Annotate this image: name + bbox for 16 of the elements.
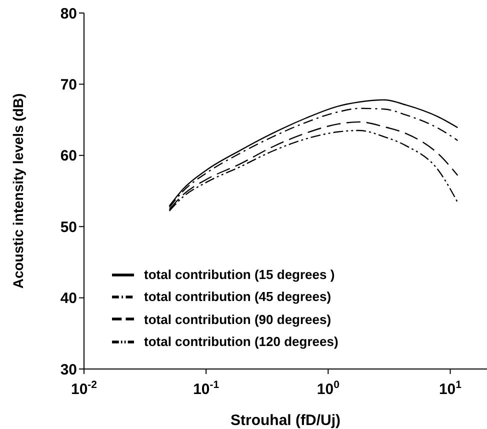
x-tick-label: 10$^{0}$ (316, 379, 340, 398)
x-tick-label: 10$^{1}$ (438, 379, 462, 398)
legend-label: total contribution (120 degrees) (144, 334, 338, 349)
legend-label: total contribution (90 degrees) (144, 312, 332, 327)
y-axis-title: Acoustic intensity levels (dB) (10, 93, 26, 289)
y-tick-label: 60 (60, 148, 77, 165)
legend-label: total contribution (15 degrees ) (144, 267, 335, 282)
y-tick-label: 70 (60, 76, 77, 94)
y-tick-label: 30 (60, 361, 77, 378)
x-tick-label: 10$^{-2}$ (70, 379, 98, 398)
x-axis-title: Strouhal (fD/Uj) (230, 412, 340, 429)
y-tick-label: 50 (60, 218, 77, 236)
y-tick-label: 40 (60, 290, 77, 308)
y-tick-label: 80 (60, 5, 77, 22)
legend-label: total contribution (45 degrees) (144, 289, 332, 304)
x-tick-label: 10$^{-1}$ (193, 379, 220, 398)
